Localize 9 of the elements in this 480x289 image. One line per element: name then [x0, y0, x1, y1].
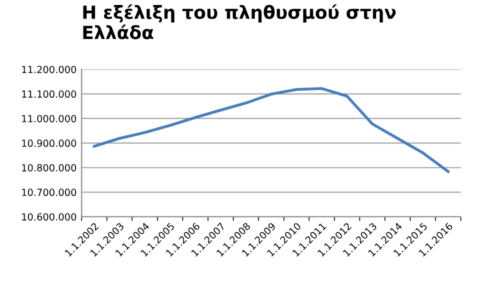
y-tick-label: 11.200.000: [22, 66, 76, 74]
y-tick-label: 10.800.000: [22, 164, 76, 172]
y-tick-label: 10.900.000: [22, 140, 76, 147]
y-tick-label: 11.000.000: [22, 114, 76, 122]
y-tick-label: 10.700.000: [22, 188, 76, 196]
line-series: [92, 87, 450, 173]
chart-title: Η εξέλιξη του πληθυσμού στην Ελλάδα: [83, 4, 396, 40]
y-tick-label: 11.100.000: [22, 90, 76, 98]
y-tick-label: 10.600.000: [22, 213, 76, 221]
